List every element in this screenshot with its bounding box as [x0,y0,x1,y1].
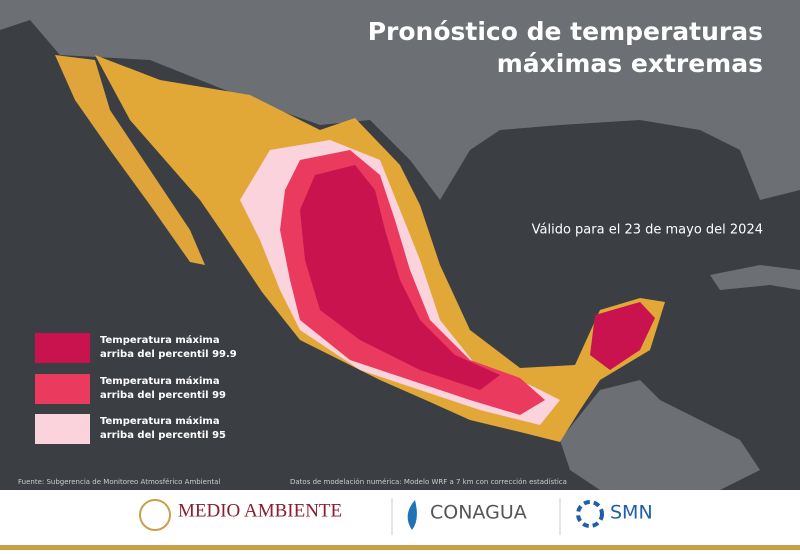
legend-swatch [35,414,90,444]
logo-text: CONAGUA [430,502,527,524]
valid-date: Válido para el 23 de mayo del 2024 [532,223,763,238]
land-central-america [560,380,760,490]
land-cuba [710,265,800,290]
legend: Temperatura máxima arriba del percentil 9… [35,333,237,444]
conagua-emblem [407,500,417,530]
semarnat-emblem [139,499,171,531]
source-text: Fuente: Subgerencia de Monitoreo Atmosfé… [18,478,220,486]
footer-stripe [0,545,800,550]
land-north [0,0,800,200]
legend-label: arriba del percentil 99.9 [100,349,237,360]
legend-swatch [35,374,90,404]
legend-label: Temperatura máxima [100,375,220,387]
title-line: Pronóstico de temperaturas [368,17,763,46]
baja-california [55,55,205,265]
model-text: Datos de modelación numérica: Modelo WRF… [290,478,567,486]
heat-p999 [300,165,500,390]
logo-text: MEDIO AMBIENTE [178,500,342,521]
smn-emblem [576,500,604,528]
heat-yucatan [590,302,655,370]
logo-text: SMN [610,502,653,524]
footer [0,490,800,550]
legend-label: arriba del percentil 95 [100,430,226,441]
legend-swatch [35,333,90,363]
title-line: máximas extremas [497,49,763,78]
legend-label: arriba del percentil 99 [100,390,226,401]
legend-label: Temperatura máxima [100,415,220,427]
legend-label: Temperatura máxima [100,334,220,346]
